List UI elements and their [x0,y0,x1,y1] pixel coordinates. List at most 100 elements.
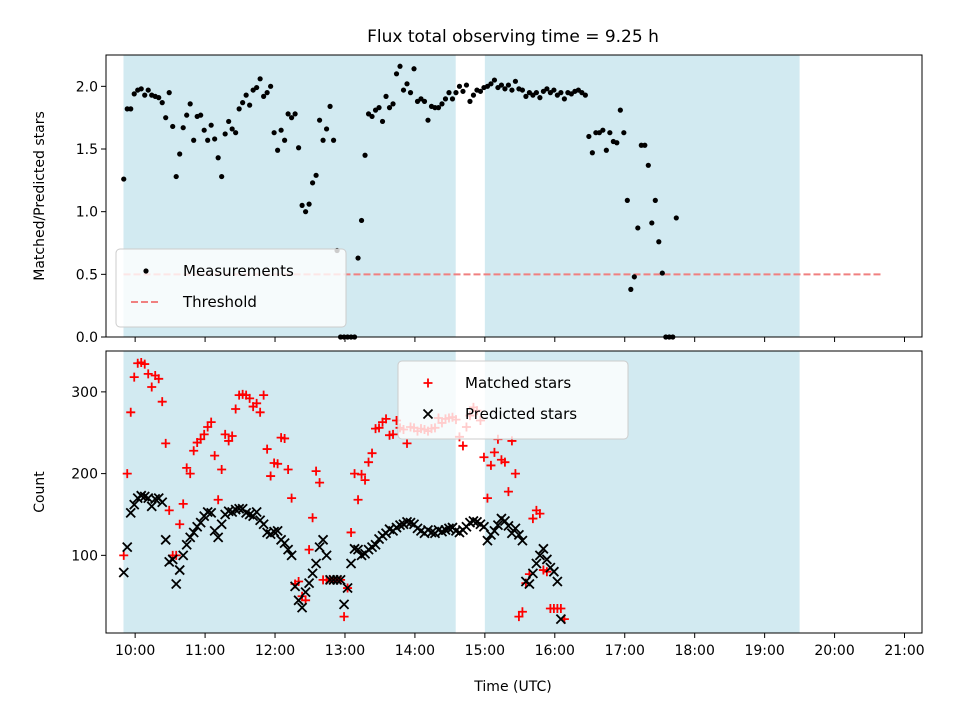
data-point [213,495,223,505]
data-point [367,448,377,458]
data-point [500,457,510,467]
data-point [283,465,293,475]
data-point [411,66,417,72]
data-point [170,123,176,130]
data-point [121,176,127,182]
data-point [189,446,199,456]
data-point [266,471,276,481]
data-point [275,147,281,153]
data-point [528,514,538,524]
data-point [147,382,157,392]
data-point [649,220,655,226]
data-point [460,88,466,94]
data-point [376,105,382,111]
data-point [219,173,225,180]
data-point [659,270,665,276]
data-point [212,136,218,142]
data-point [631,274,637,280]
data-point [220,429,230,439]
data-point [370,539,381,550]
data-point [624,197,630,203]
data-point [119,550,129,560]
data-point [295,145,302,151]
data-point [122,469,132,479]
data-point [208,122,214,128]
data-point [154,374,164,384]
data-point [652,197,658,203]
data-point [517,535,528,546]
data-point [136,490,147,501]
data-point [369,113,375,120]
y-tick-label: 200 [71,467,98,483]
data-point [555,613,567,625]
x-tick-label: 17:00 [605,643,645,659]
data-point [514,612,524,622]
data-point [489,447,499,457]
data-point [251,506,262,518]
x-tick-label: 21:00 [884,643,924,659]
data-point [323,126,330,132]
data-point [315,478,325,488]
data-point [264,90,270,96]
data-point [164,505,174,515]
data-point [397,63,403,69]
data-point [210,451,220,461]
data-point [205,137,211,143]
data-point [282,137,288,143]
data-point [656,239,662,245]
data-point [184,112,190,118]
data-point [280,433,290,443]
x-tick-label: 20:00 [814,643,854,659]
data-point [182,463,192,473]
legend: Measurements Threshold [115,248,347,328]
data-point [157,397,167,407]
data-point [213,532,224,543]
data-point [206,507,217,518]
data-point [548,566,560,577]
data-point [338,599,350,610]
data-point [146,501,157,512]
data-point [229,126,235,132]
data-point [222,131,228,137]
legend-box [397,360,629,440]
data-point [586,133,592,140]
x-tick-label: 15:00 [465,643,505,659]
data-point [126,407,136,417]
y-tick-label: 0.5 [76,267,98,283]
data-point [201,127,207,133]
data-point [227,431,237,441]
data-point [614,140,620,146]
data-point [442,96,449,102]
data-point [527,568,539,579]
y-tick-label: 1.5 [76,142,98,158]
y-tick-label: 1.0 [76,205,98,221]
data-point [379,118,386,125]
data-point [140,359,150,369]
data-point [400,87,407,93]
data-point [302,209,309,215]
data-point [582,92,588,98]
data-point [617,107,623,113]
data-point [628,286,634,292]
data-point [357,469,367,479]
data-point [174,564,185,576]
data-point [245,393,255,403]
data-point [138,86,144,92]
data-point [321,550,332,561]
data-point [160,534,171,545]
data-point [443,523,455,534]
data-point [358,217,365,224]
data-point [533,90,540,96]
data-point [271,130,277,136]
data-point [317,534,329,545]
legend-marker [422,408,434,420]
data-point [156,95,162,101]
data-point [407,90,414,96]
data-point [306,201,312,207]
data-point [355,255,361,261]
data-point [534,550,546,561]
data-point [129,499,140,510]
data-point [206,417,216,427]
data-point [240,100,246,106]
data-point [261,93,267,99]
